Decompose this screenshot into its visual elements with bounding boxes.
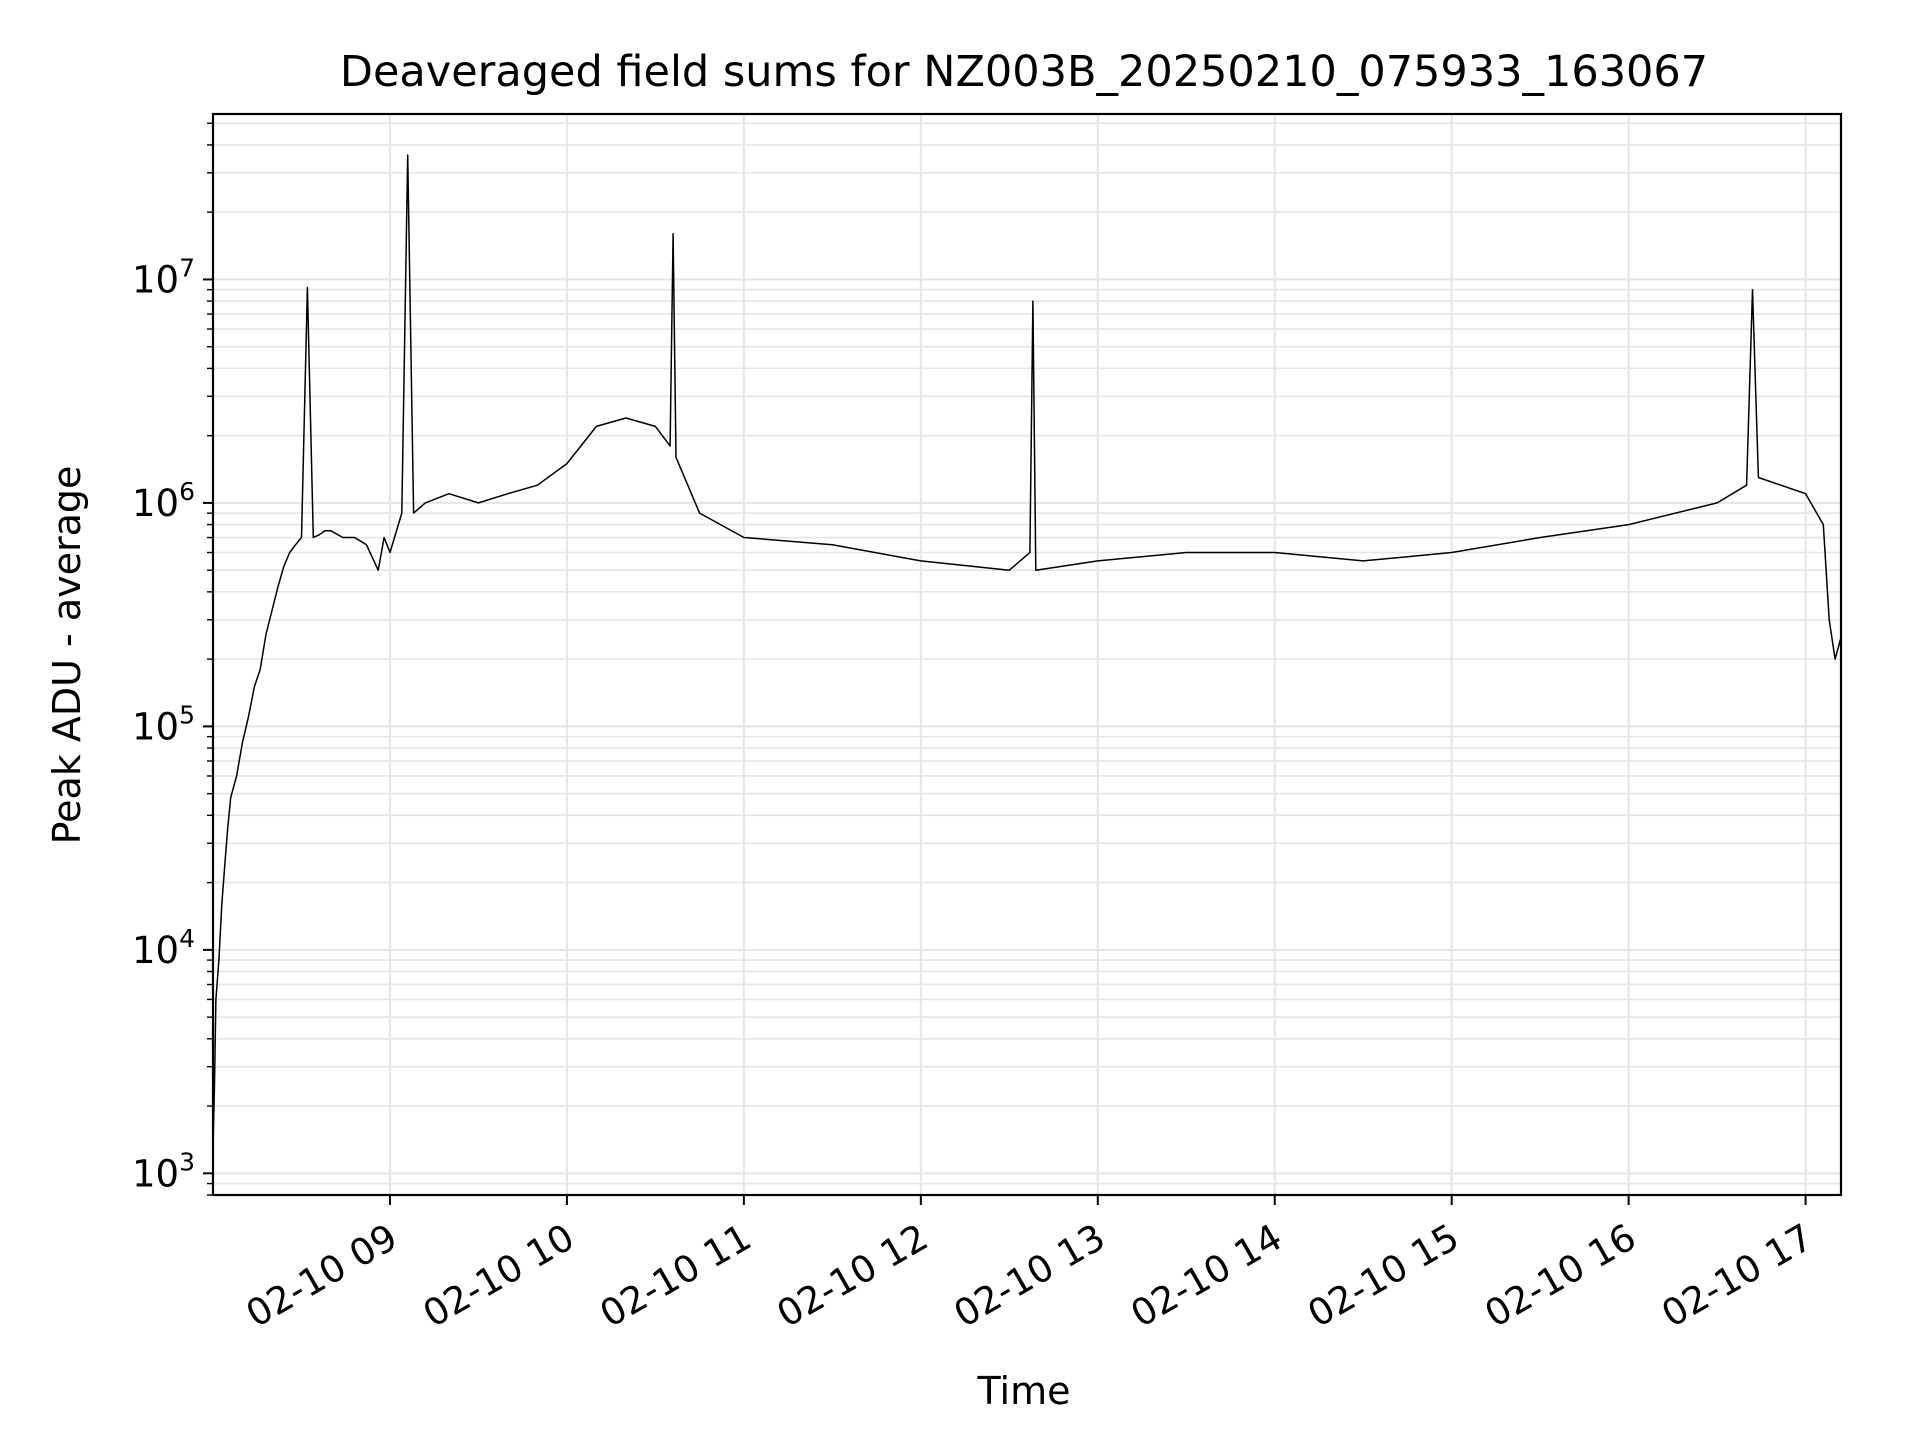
y-tick-label: 104 xyxy=(132,924,195,972)
chart-title: Deaveraged field sums for NZ003B_2025021… xyxy=(340,47,1708,97)
y-tick-label: 103 xyxy=(132,1147,195,1195)
y-tick-label: 106 xyxy=(132,477,195,525)
plot-area xyxy=(212,154,1842,1148)
y-axis-ticks: 103 104 105 106 107 xyxy=(132,122,213,1196)
y-tick-label: 107 xyxy=(132,253,195,301)
series-line xyxy=(212,154,1842,1148)
grid-lines xyxy=(213,114,1841,1196)
y-tick-label: 105 xyxy=(132,700,195,748)
y-axis-label: Peak ADU - average xyxy=(45,466,89,845)
axes-frame xyxy=(211,112,1843,1197)
x-axis-label: Time xyxy=(977,1369,1071,1413)
